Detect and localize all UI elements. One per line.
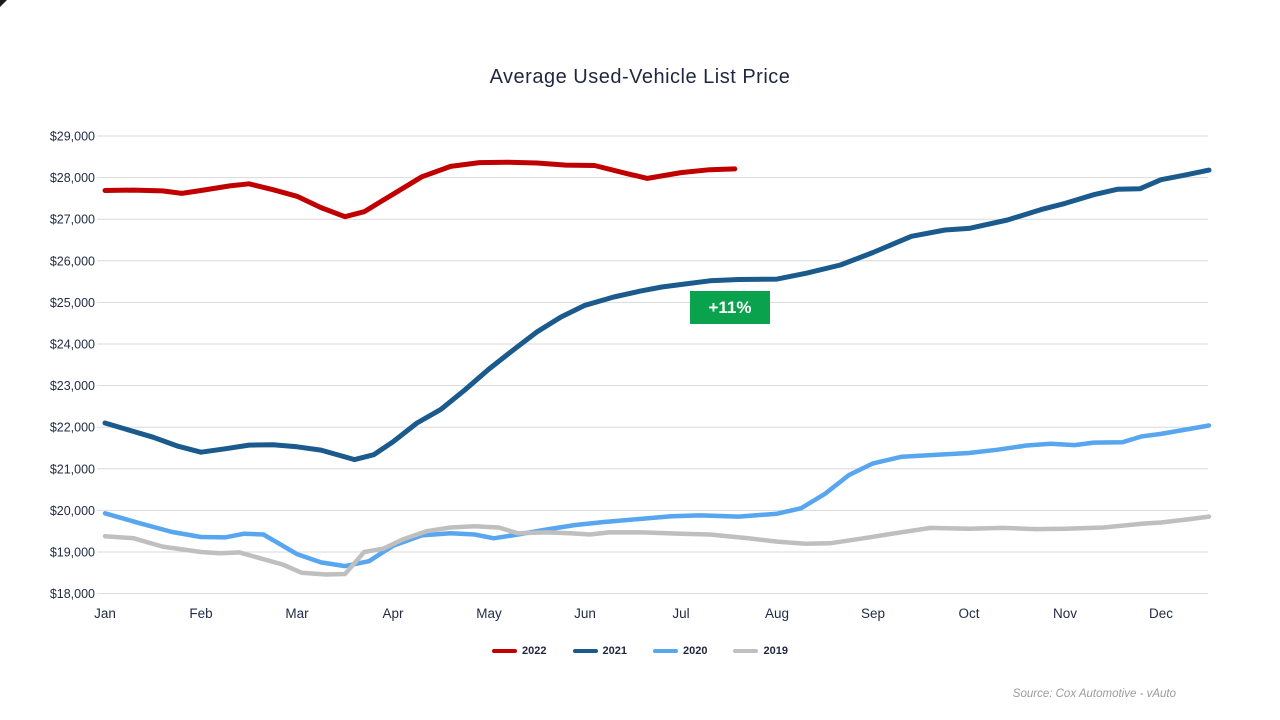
- legend-label: 2022: [522, 645, 547, 657]
- series-line-2020: [102, 423, 1212, 569]
- legend-item-2021: 2021: [572, 645, 627, 657]
- series-line-2021: [102, 167, 1212, 463]
- x-tick-label: Sep: [861, 606, 885, 621]
- legend-swatch-2021: [572, 649, 598, 653]
- y-tick-label: $24,000: [50, 338, 95, 352]
- x-tick-label: May: [476, 606, 502, 621]
- x-tick-label: Nov: [1053, 606, 1077, 621]
- series-line-2019: [102, 514, 1212, 577]
- corner-artifact: [0, 0, 7, 7]
- x-tick-label: Mar: [285, 606, 309, 621]
- gridlines: [97, 135, 1208, 595]
- legend-label: 2019: [763, 645, 788, 657]
- y-tick-label: $26,000: [50, 254, 95, 268]
- x-tick-label: Apr: [382, 606, 404, 621]
- x-tick-label: Feb: [189, 606, 212, 621]
- y-tick-label: $29,000: [50, 130, 95, 144]
- y-tick-label: $27,000: [50, 213, 95, 227]
- annotation-badge: +11%: [690, 291, 770, 324]
- x-axis-labels: Jan Feb Mar Apr May Jun Jul Aug Sep Oct Nov Dec: [94, 606, 1173, 621]
- legend-swatch-2020: [653, 649, 678, 653]
- y-tick-label: $22,000: [50, 421, 95, 435]
- y-tick-label: $20,000: [50, 504, 95, 518]
- legend-swatch-2022: [492, 649, 518, 653]
- legend-label: 2021: [602, 645, 627, 657]
- legend-item-2020: 2020: [653, 645, 707, 657]
- series-line-2022: [102, 159, 738, 220]
- legend-item-2019: 2019: [733, 645, 788, 657]
- x-tick-label: Jul: [672, 606, 689, 621]
- y-tick-label: $25,000: [50, 296, 95, 310]
- legend-item-2022: 2022: [492, 645, 547, 657]
- chart-title: Average Used-Vehicle List Price: [489, 66, 791, 88]
- y-tick-label: $23,000: [50, 379, 95, 393]
- legend-swatch-2019: [733, 649, 759, 653]
- series-lines: [102, 159, 1212, 577]
- y-tick-label: $18,000: [50, 587, 95, 601]
- legend: 2022 2021 2020 2019: [0, 645, 1280, 657]
- y-axis-labels: $18,000 $19,000 $20,000 $21,000 $22,000 $23,0…: [50, 130, 95, 602]
- y-tick-label: $21,000: [50, 462, 95, 476]
- legend-label: 2020: [683, 645, 708, 657]
- x-tick-label: Aug: [765, 606, 789, 621]
- annotation-text: +11%: [708, 297, 752, 317]
- y-tick-label: $28,000: [50, 171, 95, 185]
- x-tick-label: Dec: [1149, 606, 1173, 621]
- x-tick-label: Jun: [574, 606, 596, 621]
- x-tick-label: Jan: [94, 606, 116, 621]
- y-tick-label: $19,000: [50, 546, 95, 560]
- source-note: Source: Cox Automotive - vAuto: [1012, 688, 1176, 700]
- x-tick-label: Oct: [958, 606, 979, 621]
